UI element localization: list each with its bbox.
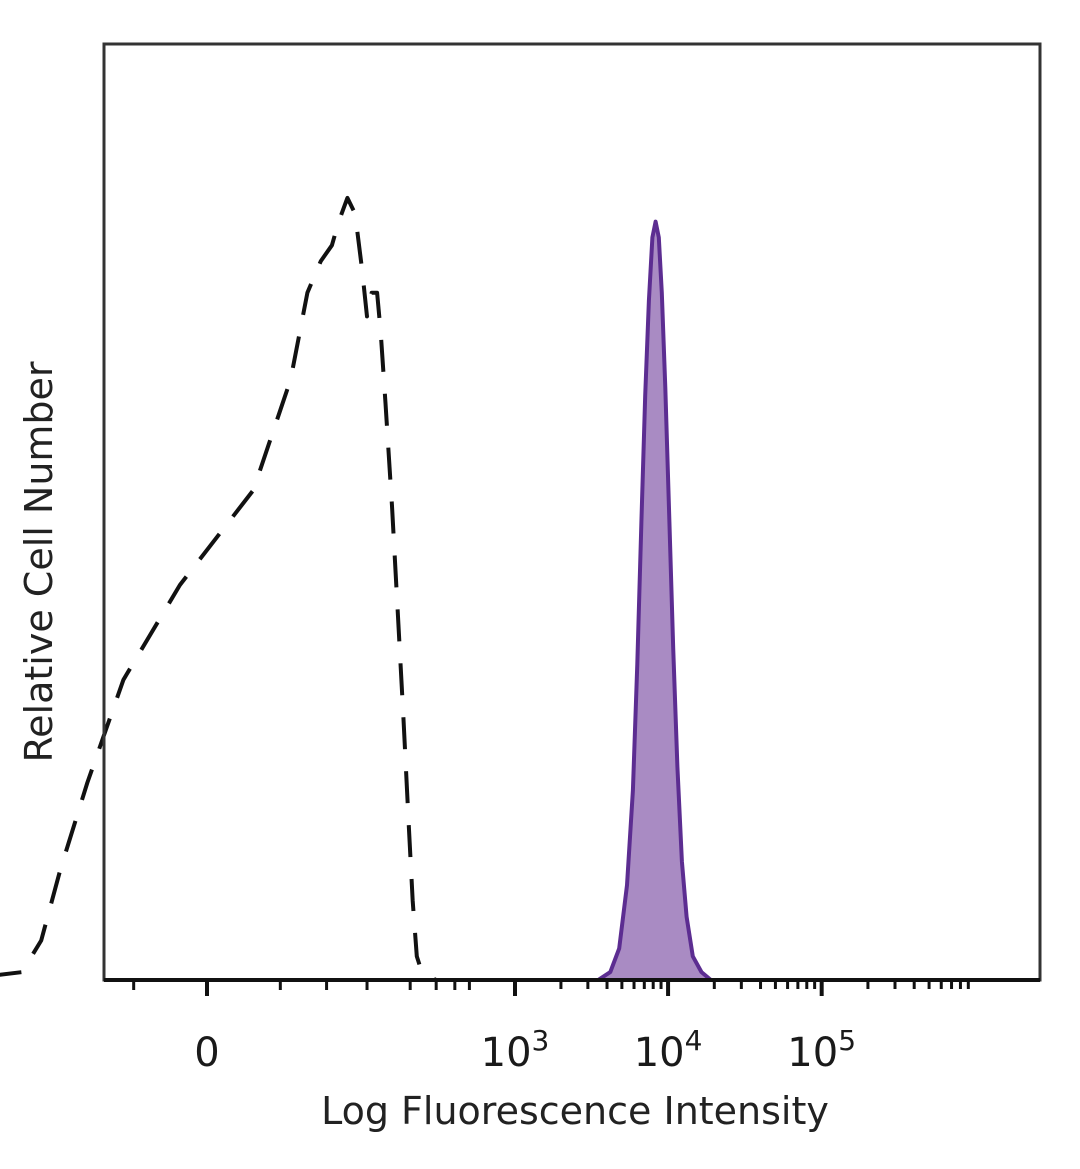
x-tick-exponent: 4 [685,1024,703,1057]
x-tick-label: 0 [194,1030,219,1076]
x-tick-label: 104 [634,1024,703,1076]
x-axis-ticks [132,980,970,996]
series-1-fill [598,221,711,981]
x-tick-exponent: 3 [532,1024,550,1057]
x-axis-label: Log Fluorescence Intensity [321,1089,829,1133]
x-tick-label: 103 [481,1024,550,1076]
x-tick-label: 105 [787,1024,856,1076]
x-tick-exponent: 5 [838,1024,856,1057]
series-0-line [0,195,438,982]
x-tick-labels: 0 103 104 105 [194,1024,856,1076]
plot-frame [102,42,1042,982]
series-layer [0,195,713,982]
series-1-line [597,219,713,982]
y-axis-label: Relative Cell Number [17,361,61,762]
